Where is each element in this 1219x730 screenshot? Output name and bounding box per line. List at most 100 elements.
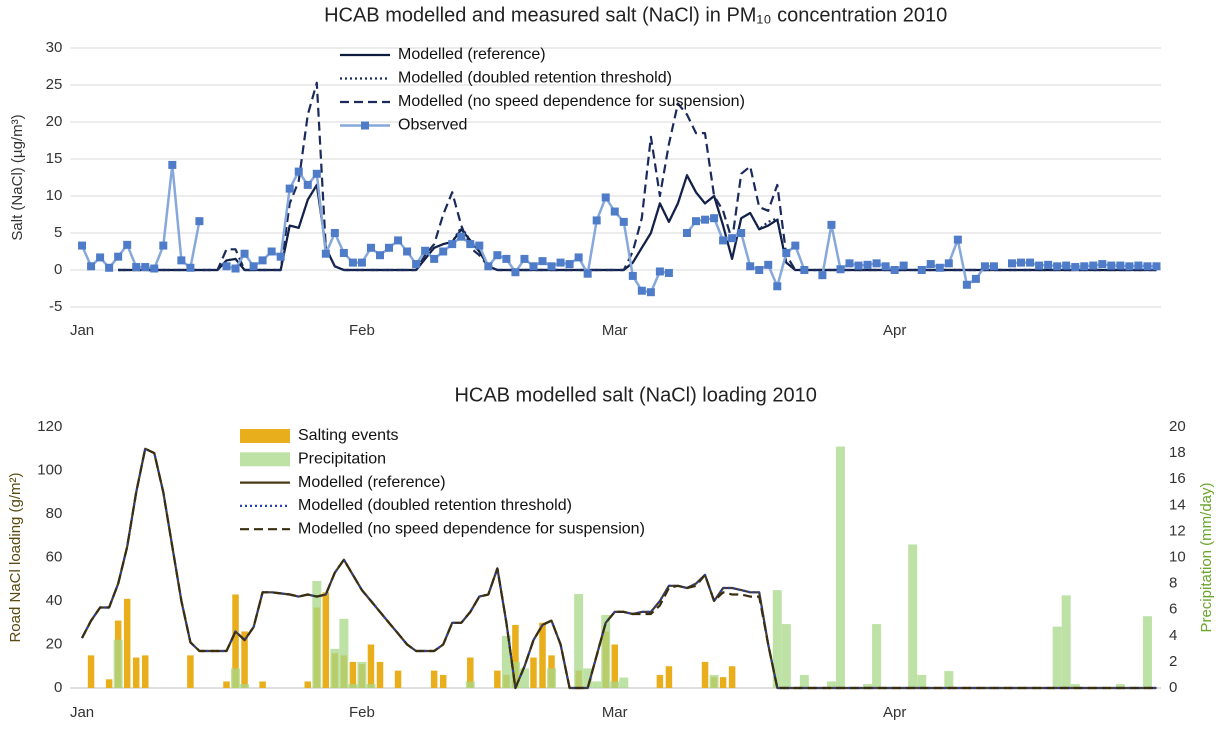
marker — [285, 184, 294, 193]
bar — [376, 661, 384, 688]
bar — [330, 648, 340, 688]
marker — [493, 251, 502, 260]
marker — [890, 266, 899, 274]
bar — [1061, 595, 1071, 688]
marker — [971, 274, 980, 283]
y-tick-label: 80 — [46, 505, 63, 522]
y2-tick-label: 6 — [1169, 601, 1177, 618]
marker — [1035, 261, 1044, 270]
marker — [412, 260, 421, 269]
x-tick-label: Feb — [349, 322, 375, 339]
legend-label: Modelled (reference) — [298, 474, 446, 491]
series-line — [81, 447, 1157, 690]
marker — [872, 259, 881, 268]
bar — [123, 598, 131, 688]
marker — [348, 258, 357, 267]
y-tick-label: 25 — [46, 76, 63, 93]
series-line — [80, 163, 1157, 294]
y2-tick-label: 8 — [1169, 575, 1177, 592]
bar — [312, 580, 322, 688]
y-tick-label: 40 — [46, 592, 63, 609]
series-line — [81, 447, 1157, 690]
marker — [195, 217, 204, 226]
marker — [249, 262, 258, 271]
bar — [701, 661, 709, 688]
marker — [330, 229, 339, 237]
marker — [935, 263, 944, 272]
marker — [863, 260, 872, 269]
y-tick-label: 120 — [37, 418, 62, 435]
y-tick-label: 20 — [46, 113, 63, 130]
x-tick-label: Mar — [602, 704, 628, 721]
marker — [737, 229, 746, 237]
y2-tick-label: 14 — [1169, 496, 1186, 513]
bar — [656, 674, 664, 688]
marker — [899, 261, 908, 270]
y-tick-label: 100 — [37, 461, 62, 478]
marker — [655, 267, 664, 276]
bar — [187, 655, 194, 688]
marker — [439, 247, 448, 256]
marker — [222, 262, 231, 271]
legend-swatch — [240, 429, 290, 443]
marker — [538, 257, 547, 266]
marker — [646, 288, 655, 297]
bar — [944, 671, 954, 688]
y2-tick-label: 4 — [1169, 627, 1177, 644]
series-line — [118, 174, 1157, 272]
marker — [294, 167, 303, 176]
legend-label: Precipitation — [298, 451, 386, 468]
marker — [565, 260, 574, 269]
bar — [465, 681, 475, 688]
bar — [835, 446, 845, 688]
bar — [799, 674, 809, 688]
marker — [628, 271, 637, 280]
y-tick-label: 0 — [54, 261, 62, 278]
y2-tick-label: 0 — [1169, 679, 1177, 696]
y2-axis-title: Precipitation (mm/day) — [1198, 482, 1215, 632]
legend-label: Modelled (no speed dependence for suspen… — [298, 520, 645, 537]
marker — [917, 266, 926, 274]
marker — [475, 241, 484, 250]
legend-label: Modelled (doubled retention threshold) — [298, 497, 572, 514]
legend-label: Modelled (doubled retention threshold) — [398, 70, 672, 87]
y2-tick-label: 12 — [1169, 522, 1186, 539]
bar — [366, 684, 376, 688]
marker — [186, 263, 195, 272]
chart-panel: HCAB modelled salt (NaCl) loading 2010 0 2… — [7, 384, 1215, 721]
marker — [141, 263, 150, 272]
marker — [782, 248, 791, 257]
series-line — [118, 81, 1157, 272]
marker — [1116, 261, 1125, 270]
y2-tick-label: 2 — [1169, 653, 1177, 670]
marker — [953, 235, 962, 244]
legend-label: Modelled (reference) — [398, 46, 546, 63]
bar — [908, 544, 918, 688]
marker — [177, 256, 186, 265]
marker — [303, 180, 312, 189]
marker — [601, 193, 610, 202]
bar — [349, 661, 357, 688]
marker — [520, 254, 529, 263]
chart-title: HCAB modelled salt (NaCl) loading 2010 — [454, 384, 816, 406]
marker — [664, 268, 673, 277]
marker — [710, 214, 719, 223]
marker — [339, 248, 348, 257]
bar — [601, 614, 611, 688]
bar — [510, 661, 520, 688]
y2-tick-label: 16 — [1169, 470, 1186, 487]
marker — [168, 160, 177, 169]
bar — [539, 622, 546, 688]
marker — [1026, 258, 1035, 267]
marker — [502, 254, 511, 263]
y-tick-label: 5 — [54, 224, 62, 241]
bar — [439, 674, 447, 688]
marker — [529, 262, 538, 271]
marker — [1125, 262, 1134, 271]
x-tick-label: Feb — [349, 704, 375, 721]
marker — [403, 247, 412, 256]
marker — [312, 169, 321, 178]
marker — [619, 217, 628, 226]
marker — [466, 240, 475, 249]
